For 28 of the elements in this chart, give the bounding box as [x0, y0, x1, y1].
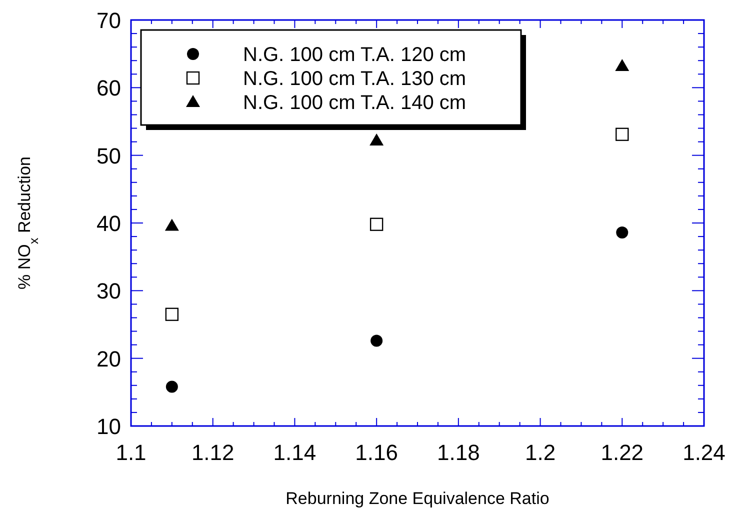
y-tick-label: 20	[96, 346, 121, 372]
x-tick-label: 1.2	[524, 440, 556, 465]
x-tick-label: 1.1	[116, 440, 146, 465]
point	[370, 218, 384, 231]
point	[370, 133, 384, 146]
x-tick-label: 1.16	[355, 440, 398, 465]
point	[164, 218, 179, 231]
x-tick-label: 1.14	[273, 440, 316, 465]
y-tick-label: 10	[96, 414, 121, 439]
point	[166, 380, 178, 393]
point	[615, 59, 630, 72]
x-tick-label: 1.24	[682, 440, 726, 465]
point	[616, 128, 629, 141]
point	[616, 226, 628, 238]
x-tick-label: 1.22	[600, 440, 644, 465]
y-tick-label: 60	[96, 76, 121, 101]
legend-label: N.G. 100 cm T.A. 140 cm	[243, 92, 466, 114]
y-tick-label: 40	[96, 211, 121, 236]
y-tick-label: 50	[96, 143, 121, 168]
point	[370, 334, 383, 347]
y-tick-label: 30	[96, 278, 121, 304]
x-axis-title: Reburning Zone Equivalence Ratio	[286, 489, 550, 508]
y-tick-label: 70	[96, 8, 121, 33]
point	[165, 308, 179, 321]
x-tick-label: 1.18	[437, 440, 480, 465]
legend-label: N.G. 100 cm T.A. 120 cm	[243, 44, 466, 66]
x-tick-label: 1.12	[191, 440, 234, 465]
legend-label: N.G. 100 cm T.A. 130 cm	[243, 68, 466, 90]
